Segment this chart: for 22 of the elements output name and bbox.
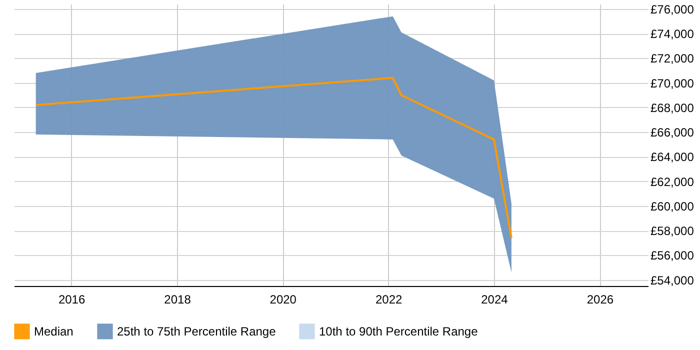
legend-label: 10th to 90th Percentile Range	[319, 324, 478, 338]
y-tick-label: £58,000	[650, 224, 694, 238]
x-tick-label: 2016	[58, 292, 86, 306]
y-tick-label: £64,000	[650, 150, 694, 164]
y-tick-label: £60,000	[650, 199, 694, 214]
y-tick-label: £56,000	[650, 248, 694, 263]
y-tick-label: £74,000	[650, 27, 694, 42]
y-tick-label: £68,000	[650, 100, 694, 115]
y-tick-label: £72,000	[650, 52, 694, 66]
x-tick-label: 2018	[164, 292, 192, 306]
x-tick-label: 2022	[376, 292, 403, 306]
y-tick-label: £62,000	[650, 174, 694, 189]
y-tick-label: £54,000	[650, 273, 694, 288]
x-tick-label: 2024	[481, 292, 508, 306]
y-tick-label: £76,000	[650, 2, 694, 16]
x-tick-label: 2026	[586, 292, 614, 306]
y-tick-label: £70,000	[650, 76, 694, 90]
legend-label: Median	[34, 324, 74, 338]
legend-label: 25th to 75th Percentile Range	[117, 324, 276, 338]
y-tick-label: £66,000	[650, 126, 694, 140]
x-tick-label: 2020	[270, 292, 297, 306]
line-series	[34, 76, 512, 239]
